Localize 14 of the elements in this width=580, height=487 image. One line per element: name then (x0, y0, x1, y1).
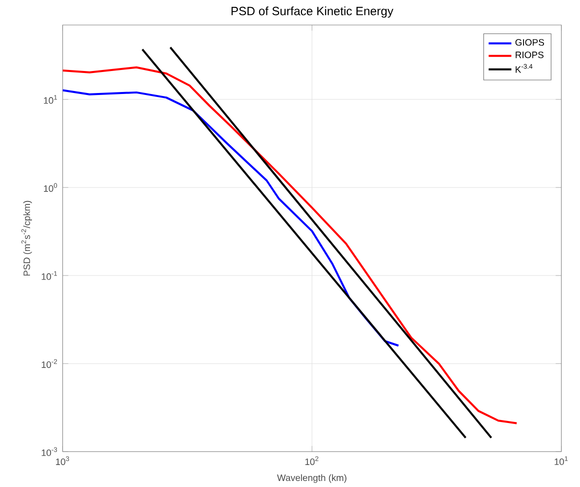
y-tick-label: 10$^{1}$ (44, 94, 57, 104)
legend-label: GIOPS (515, 38, 544, 46)
x-tick-label: 10$^{1}$ (554, 456, 568, 465)
y-axis-title: PSD (m$^{2}$s$^{-2}$/cpkm) (21, 200, 32, 276)
y-tick-label: 10$^{-1}$ (42, 271, 57, 280)
legend-label: RIOPS (516, 51, 544, 58)
x-axis-title: Wavelength (km) (277, 474, 346, 483)
x-tick-label: 10$^{2}$ (305, 456, 318, 465)
y-tick-label: 10$^{-2}$ (42, 359, 57, 368)
legend-label: K$^{-3.4}$ (516, 64, 532, 73)
x-tick-label: 10$^{3}$ (56, 456, 70, 465)
y-tick-label: 10$^{-3}$ (42, 447, 58, 456)
chart-title: PSD of Surface Kinetic Energy (232, 6, 394, 18)
y-tick-label: 10$^{0}$ (44, 182, 58, 192)
